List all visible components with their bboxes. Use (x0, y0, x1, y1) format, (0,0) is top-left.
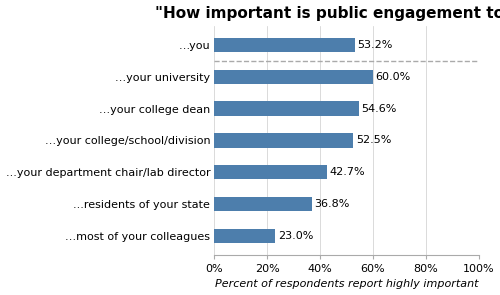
Text: 42.7%: 42.7% (330, 167, 366, 177)
Bar (214, 197, 312, 211)
Title: "How important is public engagement to...?": "How important is public engagement to..… (155, 6, 500, 21)
Text: 36.8%: 36.8% (314, 199, 350, 209)
Bar (214, 133, 353, 148)
Bar (214, 38, 355, 52)
Text: 54.6%: 54.6% (362, 104, 396, 114)
Text: 23.0%: 23.0% (278, 231, 313, 241)
Text: 60.0%: 60.0% (376, 72, 411, 82)
Bar (214, 101, 358, 116)
Bar (214, 229, 275, 243)
Bar (214, 165, 327, 179)
Text: 52.5%: 52.5% (356, 135, 391, 145)
Text: 53.2%: 53.2% (358, 40, 393, 50)
Bar (214, 70, 373, 84)
X-axis label: Percent of respondents report highly important: Percent of respondents report highly imp… (214, 279, 478, 289)
